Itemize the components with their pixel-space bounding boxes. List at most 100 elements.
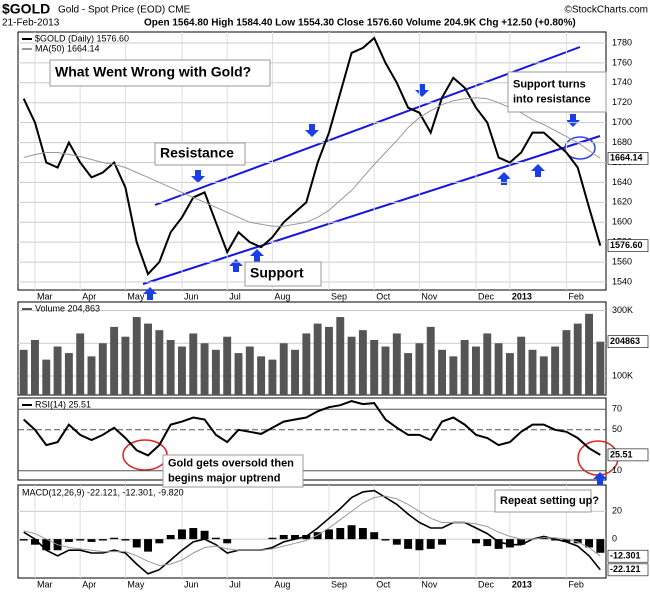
bar xyxy=(291,349,299,395)
line xyxy=(22,36,602,276)
bar xyxy=(200,343,209,395)
last-value-box xyxy=(607,549,649,563)
bar xyxy=(132,317,141,395)
rsi-frame xyxy=(17,397,607,481)
bar xyxy=(562,330,571,395)
bar xyxy=(313,323,322,395)
bar xyxy=(110,326,119,395)
symbol: $GOLD xyxy=(2,1,50,17)
annotation: Support turns xyxy=(513,78,586,90)
y-tick-label: 0 xyxy=(612,534,617,544)
bar xyxy=(585,539,593,548)
up-arrow xyxy=(229,259,243,272)
x-tick-label: Apr xyxy=(82,291,96,301)
bar xyxy=(42,359,51,395)
bar xyxy=(426,539,435,549)
annotation-box xyxy=(244,261,322,287)
bar xyxy=(494,343,503,395)
annotation: What Went Wrong with Gold? xyxy=(55,64,251,80)
last-value-box xyxy=(607,448,649,462)
annotation-box xyxy=(154,142,246,166)
bar xyxy=(31,539,39,545)
bar xyxy=(64,539,73,542)
up-arrow xyxy=(593,472,607,485)
panel-title: MACD(12,26,9) -22.121, -12.301, -9.820 xyxy=(22,487,184,497)
bar xyxy=(144,323,152,395)
legend-label: MA(50) 1664.14 xyxy=(35,43,100,53)
bar xyxy=(19,349,28,395)
x-tick-label: Dec xyxy=(478,291,495,301)
bar xyxy=(415,343,424,395)
bar xyxy=(189,528,198,540)
bar xyxy=(155,330,164,395)
bar xyxy=(517,539,526,545)
annotation: into resistance xyxy=(513,93,591,105)
bar xyxy=(178,346,186,395)
bar xyxy=(313,532,322,540)
bar xyxy=(358,330,367,395)
y-tick-label: 70 xyxy=(612,404,622,414)
x-tick-label: Jul xyxy=(229,291,241,301)
bar xyxy=(76,333,85,395)
y-tick-label: 1720 xyxy=(612,97,632,107)
bar xyxy=(110,537,119,540)
bar xyxy=(98,343,107,395)
y-tick-label: 1640 xyxy=(612,177,632,187)
y-tick-label: 1540 xyxy=(612,276,632,286)
bar xyxy=(585,313,593,395)
bar xyxy=(291,534,299,540)
quote: Open 1564.80 High 1584.40 Low 1554.30 Cl… xyxy=(144,18,576,29)
annotation-box xyxy=(494,489,592,513)
bar xyxy=(53,346,62,395)
line xyxy=(23,400,601,457)
bar xyxy=(472,346,480,395)
bar xyxy=(415,539,424,551)
bar xyxy=(211,349,220,395)
bar xyxy=(472,539,480,544)
bar xyxy=(211,537,220,540)
bar xyxy=(528,349,537,395)
down-arrow xyxy=(305,124,319,137)
y-tick-label: 1620 xyxy=(612,197,632,207)
x-tick-label: Nov xyxy=(421,579,438,589)
bar xyxy=(494,539,503,549)
last-value-label: 1664.14 xyxy=(610,153,643,163)
up-arrow xyxy=(497,172,511,185)
bar xyxy=(245,346,254,395)
x-tick-label: Sep xyxy=(331,579,347,589)
bar xyxy=(98,539,107,541)
bar xyxy=(87,539,96,542)
y-tick-label: 1760 xyxy=(612,57,632,67)
last-value-label: -12.301 xyxy=(610,551,641,561)
bar xyxy=(336,317,345,395)
bar xyxy=(121,336,130,395)
bar xyxy=(336,528,345,540)
bar xyxy=(392,333,401,395)
bar xyxy=(562,539,571,542)
annotation: Gold gets oversold then xyxy=(168,457,294,469)
last-value-box xyxy=(607,335,649,348)
bar xyxy=(381,346,390,395)
bar xyxy=(370,339,379,395)
bar xyxy=(155,539,164,544)
price-frame xyxy=(17,31,607,291)
bar xyxy=(404,353,413,395)
annotation-box xyxy=(49,59,271,87)
bar xyxy=(279,534,288,540)
bar xyxy=(223,336,232,395)
last-value-label: 204863 xyxy=(610,336,640,346)
x-tick-label: Dec xyxy=(478,579,495,589)
bar xyxy=(121,539,130,541)
bar xyxy=(279,343,288,395)
down-arrow xyxy=(566,114,580,127)
x-tick-label: Feb xyxy=(568,291,584,301)
x-tick-label: Oct xyxy=(376,579,391,589)
bar xyxy=(64,353,73,395)
volume-frame xyxy=(17,301,607,396)
x-tick-label: Feb xyxy=(568,579,584,589)
x-tick-label: Jul xyxy=(229,579,241,589)
bar xyxy=(370,532,379,540)
bar xyxy=(87,356,96,395)
bar xyxy=(268,537,277,540)
